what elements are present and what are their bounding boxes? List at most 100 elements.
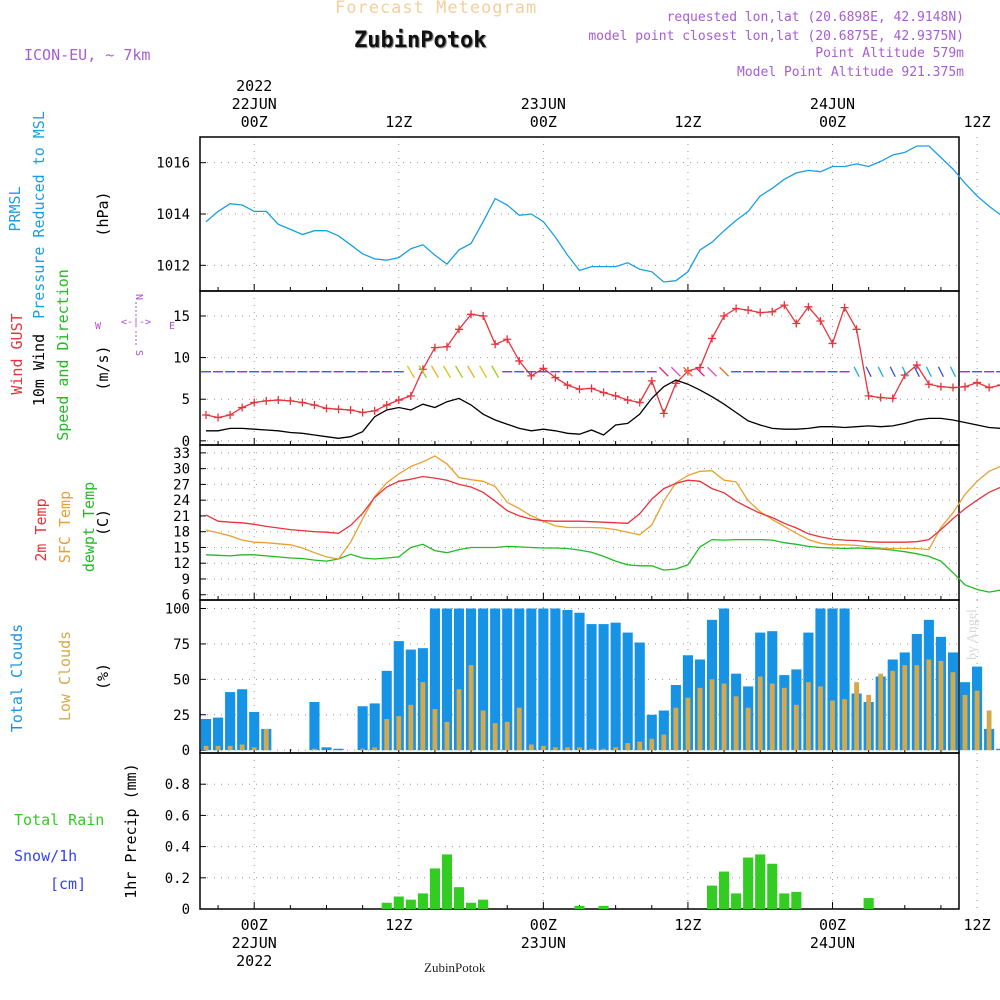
- low-cloud-bar: [312, 748, 317, 751]
- low-cloud-bar: [697, 687, 703, 751]
- time-label-top: 12Z: [385, 113, 412, 131]
- total-cloud-bar: [369, 703, 380, 751]
- point-altitude: Point Altitude 579m: [815, 46, 964, 61]
- low-cloud-bar: [263, 728, 269, 751]
- low-cloud-bar: [540, 745, 546, 751]
- low-cloud-bar: [480, 710, 486, 751]
- low-cloud-bar: [504, 721, 510, 751]
- y-tick-label: 0.4: [165, 840, 190, 856]
- low-cloud-bar: [926, 659, 932, 751]
- wind-direction-arrow: [901, 366, 908, 378]
- rain-bar: [863, 898, 874, 909]
- y-tick-label: 0.6: [165, 808, 190, 824]
- closest-point: model point closest lon,lat (20.6875E, 4…: [588, 29, 964, 44]
- total-cloud-bar: [996, 748, 1000, 751]
- gust-point: [695, 363, 704, 372]
- y-tick-label: 12: [173, 556, 190, 572]
- rain-bar: [429, 868, 440, 909]
- gust-point: [442, 342, 451, 351]
- pressure-line: [205, 145, 1000, 283]
- y-tick-label: 10: [173, 351, 190, 367]
- gust-point: [527, 371, 536, 380]
- gust-point: [503, 335, 512, 344]
- total-cloud-bar: [478, 608, 489, 751]
- gust-point: [539, 364, 548, 373]
- gust-point: [973, 378, 982, 387]
- total-cloud-bar: [550, 608, 561, 751]
- model-point-altitude: Model Point Altitude 921.375m: [737, 65, 964, 80]
- low-cloud-bar: [251, 747, 257, 751]
- y-tick-label: 18: [173, 525, 190, 541]
- wind-direction-arrow: [949, 366, 957, 378]
- wind-direction-arrow: [853, 366, 860, 378]
- gust-point: [635, 398, 644, 407]
- y-tick-label: 0: [182, 434, 190, 450]
- low-cloud-bar: [360, 748, 366, 751]
- rain-bar: [453, 887, 465, 909]
- total-cloud-bar: [502, 608, 513, 751]
- total-cloud-bar: [526, 608, 537, 751]
- low-cloud-bar: [552, 747, 558, 751]
- y-tick-label: 15: [173, 309, 190, 325]
- gust-point: [467, 310, 476, 319]
- gust-point: [659, 409, 668, 418]
- total-cloud-bar: [634, 642, 645, 751]
- low-cloud-bar: [565, 747, 570, 751]
- gust-point: [322, 404, 331, 413]
- gust-point: [226, 411, 235, 420]
- gust-point: [611, 391, 620, 400]
- gust-point: [563, 381, 572, 390]
- snow-label: Snow/1h: [14, 847, 77, 865]
- compass-south: S: [133, 350, 144, 356]
- time-label-bottom: 00Z: [530, 916, 557, 934]
- low-cloud-bar: [890, 670, 896, 751]
- total-cloud-bar: [441, 608, 453, 751]
- time-label-top: 22JUN: [232, 95, 277, 113]
- gust-point: [406, 391, 415, 400]
- total-cloud-bar: [815, 608, 826, 751]
- low-cloud-bar: [914, 665, 920, 751]
- gust-point: [274, 396, 283, 405]
- low-cloud-bar: [938, 660, 944, 751]
- low-cloud-bar: [950, 672, 956, 751]
- gust-point: [647, 376, 656, 385]
- y-tick-label: 0: [182, 902, 190, 918]
- total-cloud-bar: [658, 710, 669, 751]
- cloud-label: Total Clouds: [8, 624, 26, 732]
- time-label-top: 00Z: [241, 113, 268, 131]
- gust-point: [214, 413, 223, 422]
- low-cloud-bar: [878, 673, 884, 751]
- low-cloud-bar: [793, 704, 799, 751]
- low-cloud-bar: [769, 683, 775, 751]
- low-cloud-bar: [842, 699, 847, 751]
- rain-bar: [731, 893, 742, 909]
- y-tick-label: 100: [165, 602, 190, 618]
- total-cloud-bar: [646, 714, 657, 751]
- low-cloud-bar: [721, 683, 727, 751]
- gust-point: [479, 311, 488, 320]
- compass-west: W: [95, 321, 102, 332]
- low-cloud-bar: [625, 743, 631, 751]
- low-cloud-bar: [986, 710, 992, 751]
- y-tick-label: 21: [173, 509, 190, 525]
- gust-point: [936, 382, 945, 391]
- total-cloud-bar: [249, 711, 260, 751]
- y-tick-label: 0.8: [165, 777, 190, 793]
- rain-label: Total Rain: [14, 811, 104, 829]
- rain-bar: [417, 893, 428, 909]
- gust-point: [298, 398, 307, 407]
- watermark: by Angel: [965, 609, 980, 660]
- y-tick-label: 1014: [156, 207, 190, 223]
- low-cloud-bar: [745, 707, 751, 751]
- gust-point: [587, 384, 596, 393]
- wind-direction-arrow: [889, 366, 896, 378]
- time-label-bottom: 12Z: [385, 916, 412, 934]
- total-cloud-bar: [200, 719, 212, 751]
- gust-point: [430, 343, 439, 352]
- y-tick-label: 5: [182, 392, 190, 408]
- time-label-bottom: 00Z: [819, 916, 846, 934]
- time-label-bottom: 22JUN: [232, 934, 277, 952]
- wind-direction-arrow: [491, 365, 500, 379]
- gust-point: [768, 307, 777, 316]
- gust-point: [455, 325, 464, 334]
